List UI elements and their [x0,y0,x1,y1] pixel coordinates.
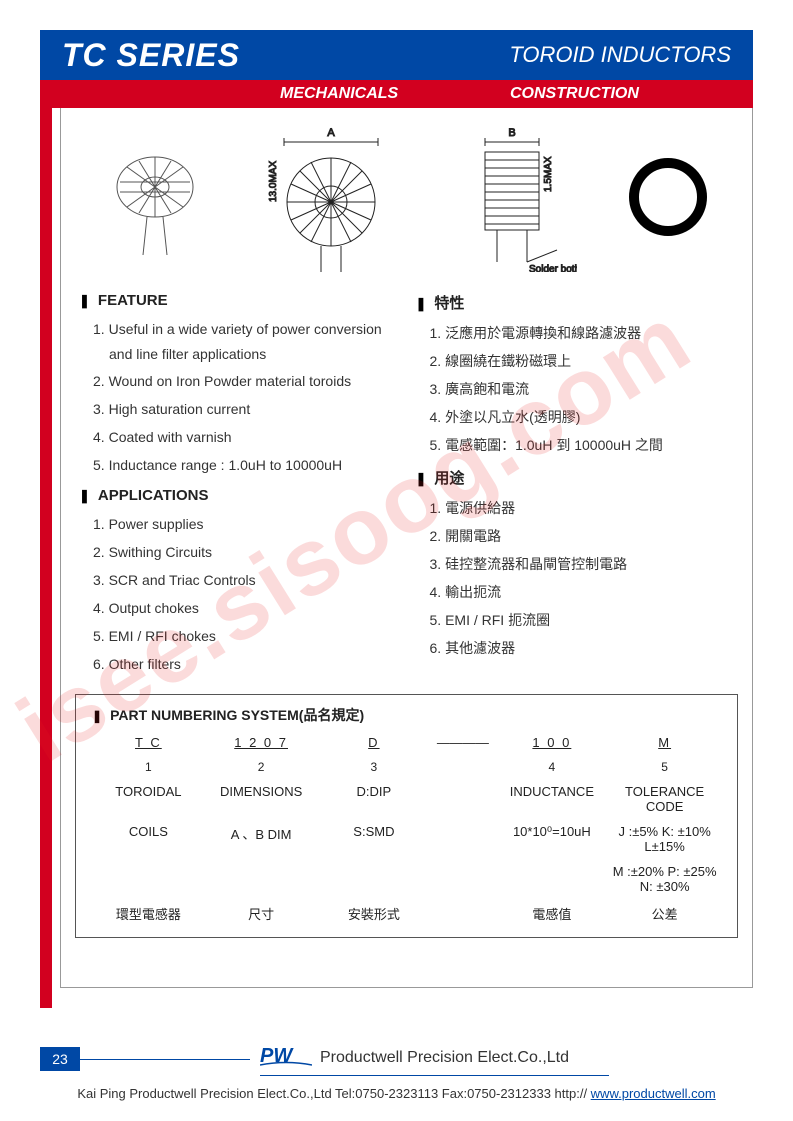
mechanicals-row: A 13.0MAX [75,118,738,278]
footer-divider [80,1059,250,1060]
pn-label: S:SMD [318,824,431,854]
footer: 23 PW Productwell Precision Elect.Co.,Lt… [0,1042,793,1101]
list-item: 2. 開關電路 [430,522,739,550]
pn-idx: 4 [496,760,609,774]
list-item: 1. 電源供給器 [430,494,739,522]
dim-b-height: 1.5MAX [543,156,554,192]
list-item: 6. 其他濾波器 [430,634,739,662]
header-band: TC SERIES TOROID INDUCTORS [40,30,753,80]
list-item: 4. 外塗以凡立水(透明膠) [430,403,739,431]
list-item: 3. High saturation current [93,395,402,423]
pn-code-4: 1 0 0 [532,735,571,750]
pn-label: A 、B DIM [205,824,318,854]
list-item: 3. SCR and Triac Controls [93,566,402,594]
apps-title: APPLICATIONS [79,487,402,504]
list-item: 1. Power supplies [93,510,402,538]
toroid-sideview-icon: B 1.5MAX Solder both [447,122,577,275]
list-item: 4. Output chokes [93,594,402,622]
pn-label: 安裝形式 [318,904,431,923]
pn-label: 10*10⁰=10uH [496,824,609,854]
feature-col-cn: 特性 1. 泛應用於電源轉換和線路濾波器 2. 線圈繞在鐵粉磁環上 3. 廣高飽… [412,284,739,678]
list-item: 5. 電感範圍：1.0uH 到 10000uH 之間 [430,431,739,459]
toroid-ring-icon [618,147,718,250]
company-name: Productwell Precision Elect.Co.,Ltd [320,1049,569,1067]
pn-title: PART NUMBERING SYSTEM(品名規定) [92,705,721,725]
list-item: 1. 泛應用於電源轉換和線路濾波器 [430,319,739,347]
pn-code-1: T C [135,735,162,750]
footer-contact: Kai Ping Productwell Precision Elect.Co.… [77,1086,590,1101]
pn-idx: 1 [92,760,205,774]
pn-label: DIMENSIONS [205,784,318,814]
apps-title-cn: 用途 [416,467,739,488]
part-numbering-box: PART NUMBERING SYSTEM(品名規定) T C 1 2 0 7 … [75,694,738,938]
dim-a-label: A [327,127,335,139]
subheader-band: MECHANICALS CONSTRUCTION [40,80,753,108]
pn-label: INDUCTANCE [496,784,609,814]
list-item: 1. Useful in a wide variety of power con… [93,315,402,343]
pw-logo-icon: PW [260,1042,312,1073]
series-title: TC SERIES [62,37,240,74]
list-item: 3. 廣高飽和電流 [430,375,739,403]
product-title: TOROID INDUCTORS [509,42,731,68]
feature-title-cn: 特性 [416,292,739,313]
pn-label: 公差 [608,904,721,923]
list-item: 4. 輸出扼流 [430,578,739,606]
toroid-topview-icon: A 13.0MAX [256,122,406,275]
pn-idx: 3 [318,760,431,774]
list-item: 5. Inductance range : 1.0uH to 10000uH [93,451,402,479]
pn-idx: 5 [608,760,721,774]
toroid-photo-icon [95,137,215,260]
dim-b-label: B [508,127,515,139]
content-frame: A 13.0MAX [60,108,753,988]
list-item: 4. Coated with varnish [93,423,402,451]
list-item: 2. Swithing Circuits [93,538,402,566]
list-item: 2. Wound on Iron Powder material toroids [93,367,402,395]
list-item: 5. EMI / RFI 扼流圈 [430,606,739,634]
list-item-sub: and line filter applications [109,343,402,367]
pn-label: 環型電感器 [92,904,205,923]
dim-a-height: 13.0MAX [268,160,279,201]
sub-mechanicals: MECHANICALS [280,85,510,103]
feature-title: FEATURE [79,292,402,309]
side-stripe [40,108,52,1008]
sub-construction: CONSTRUCTION [510,85,639,103]
list-item: 2. 線圈繞在鐵粉磁環上 [430,347,739,375]
pn-label: TOLERANCE CODE [608,784,721,814]
pn-label: J :±5% K: ±10% L±15% [608,824,721,854]
page-number-badge: 23 [40,1047,80,1071]
pn-label: 尺寸 [205,904,318,923]
pn-label: M :±20% P: ±25% N: ±30% [608,864,721,894]
pn-code-3: D [368,735,379,750]
pn-code-2: 1 2 0 7 [234,735,288,750]
pn-label: TOROIDAL [92,784,205,814]
pn-label: D:DIP [318,784,431,814]
feature-col-en: FEATURE 1. Useful in a wide variety of p… [75,284,402,678]
pn-idx: 2 [205,760,318,774]
pn-code-5: M [658,735,671,750]
list-item: 3. 硅控整流器和晶閘管控制電路 [430,550,739,578]
pn-dash: ———— [430,735,495,750]
footer-url-link[interactable]: www.productwell.com [591,1086,716,1101]
solder-label: Solder both [529,264,577,272]
pn-label: COILS [92,824,205,854]
list-item: 5. EMI / RFI chokes [93,622,402,650]
list-item: 6. Other filters [93,650,402,678]
pn-label: 電感值 [496,904,609,923]
